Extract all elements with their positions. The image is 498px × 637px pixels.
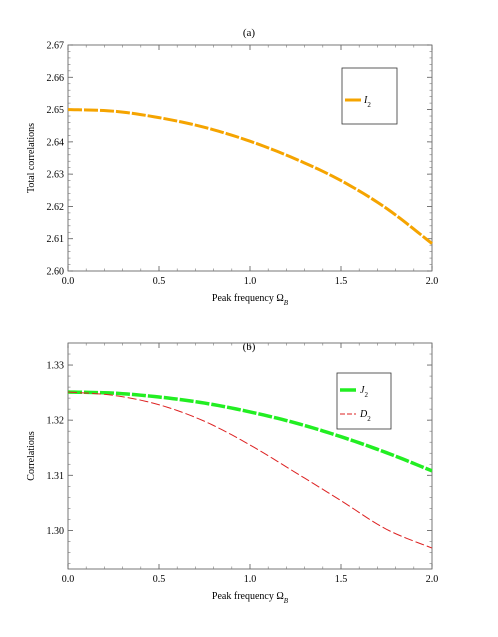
panel-a-ticks: 0.0 0.5 1.0 1.5 2.0 2.60 2.61 2.62 2.63 2.64 2.65 2… [47, 41, 439, 288]
panel-a-legend-box [341, 67, 398, 125]
panel-b-y-axis-label: Correlations [26, 431, 37, 481]
panel-b-x-tick-label: 2.0 [426, 574, 439, 585]
panel-a-y-tick-label: 2.66 [47, 73, 65, 84]
panel-b-x-tick-label: 1.5 [335, 574, 348, 585]
panel-a-x-tick-label: 2.0 [426, 276, 439, 287]
panel-a-y-tick-label: 2.65 [47, 105, 65, 116]
legend-label-j2: J2 [360, 385, 368, 399]
legend-label-i2: I2 [363, 95, 371, 109]
panel-b-legend: J2 D2 [336, 372, 392, 430]
panel-a-x-tick-label: 1.5 [335, 276, 348, 287]
series-line-j2 [67, 390, 433, 473]
panel-a-y-tick-label: 2.61 [47, 234, 65, 245]
panel-a-x-axis-label: Peak frequency ΩB [212, 293, 289, 307]
panel-b-x-axis-label: Peak frequency ΩB [212, 591, 289, 605]
panel-a-x-tick-label: 0.5 [153, 276, 166, 287]
panel-a: (a) 0.0 0.5 1.0 1.5 2.0 2.60 2.61 2.62 2.63 2.64 2… [26, 27, 438, 307]
panel-b-y-tick-label: 1.33 [47, 361, 65, 372]
panel-a-legend: I2 [341, 67, 398, 125]
panel-a-series [67, 108, 433, 245]
panel-b-series [67, 390, 433, 549]
panel-a-y-tick-label: 2.64 [47, 137, 65, 148]
series-line-d2 [67, 391, 433, 549]
panel-a-y-tick-label: 2.63 [47, 170, 65, 181]
series-line-i2 [67, 108, 433, 245]
panel-a-label: (a) [243, 27, 256, 39]
panel-b: (b) 0.0 0.5 1.0 1.5 2.0 1.30 1.31 1.32 1.33 Peak… [26, 341, 438, 605]
panel-a-y-tick-label: 2.62 [47, 202, 65, 213]
panel-b-x-tick-label: 0.5 [153, 574, 166, 585]
panel-a-y-tick-label: 2.60 [47, 267, 65, 278]
panel-b-x-tick-label: 1.0 [244, 574, 257, 585]
panel-b-y-tick-label: 1.31 [47, 471, 65, 482]
panel-a-x-tick-label: 0.0 [62, 276, 75, 287]
panel-b-y-tick-label: 1.30 [47, 526, 65, 537]
panel-a-y-axis-label: Total correlations [26, 123, 37, 193]
panel-b-x-tick-label: 0.0 [62, 574, 75, 585]
panel-b-ticks: 0.0 0.5 1.0 1.5 2.0 1.30 1.31 1.32 1.33 [47, 342, 439, 585]
panel-a-x-tick-label: 1.0 [244, 276, 257, 287]
panel-a-y-tick-label: 2.67 [47, 41, 65, 52]
panel-b-label: (b) [243, 341, 256, 353]
panel-b-legend-box [336, 372, 392, 430]
legend-label-d2: D2 [359, 409, 371, 423]
panel-b-y-tick-label: 1.32 [47, 416, 65, 427]
